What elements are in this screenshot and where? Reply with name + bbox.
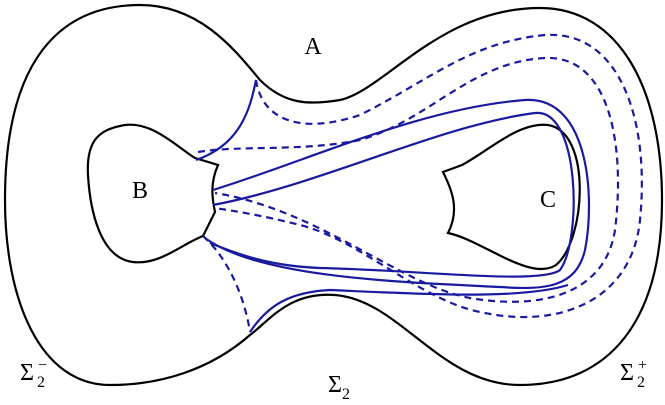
hole-b (86, 123, 220, 264)
sup: − (38, 357, 47, 374)
label-sigma: Σ2 (328, 372, 350, 403)
curve (249, 283, 569, 333)
dashed-curve (214, 33, 643, 319)
label-c: C (540, 187, 556, 213)
label-a: A (304, 34, 322, 60)
sub: 2 (637, 374, 645, 391)
base: Σ (328, 372, 342, 398)
outer-boundary (3, 3, 664, 387)
sub: 2 (342, 386, 350, 403)
base: Σ (620, 360, 634, 386)
base: Σ (20, 360, 34, 386)
sub: 2 (37, 374, 45, 391)
label-sigma-plus: Σ 2+ (620, 357, 647, 391)
dashed-curve (202, 235, 252, 333)
dashed-curve (197, 56, 620, 303)
label-sigma-minus: Σ 2− (20, 357, 47, 391)
curve (195, 79, 258, 162)
hole-c (441, 123, 581, 271)
curve (209, 111, 575, 278)
label-b: B (132, 178, 148, 204)
sup: + (638, 357, 647, 374)
